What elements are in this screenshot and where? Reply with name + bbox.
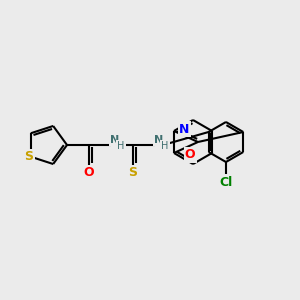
Text: S: S — [24, 150, 33, 163]
Text: S: S — [128, 167, 137, 179]
Text: H: H — [117, 141, 125, 151]
Text: N: N — [154, 135, 164, 145]
Text: O: O — [185, 148, 196, 161]
Text: N: N — [110, 135, 120, 145]
Text: O: O — [84, 167, 94, 179]
Text: H: H — [161, 141, 169, 151]
Text: N: N — [179, 122, 189, 136]
Text: Cl: Cl — [219, 176, 232, 188]
